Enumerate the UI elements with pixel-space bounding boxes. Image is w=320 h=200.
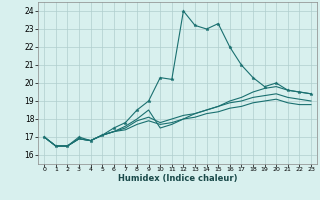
X-axis label: Humidex (Indice chaleur): Humidex (Indice chaleur) [118,174,237,183]
